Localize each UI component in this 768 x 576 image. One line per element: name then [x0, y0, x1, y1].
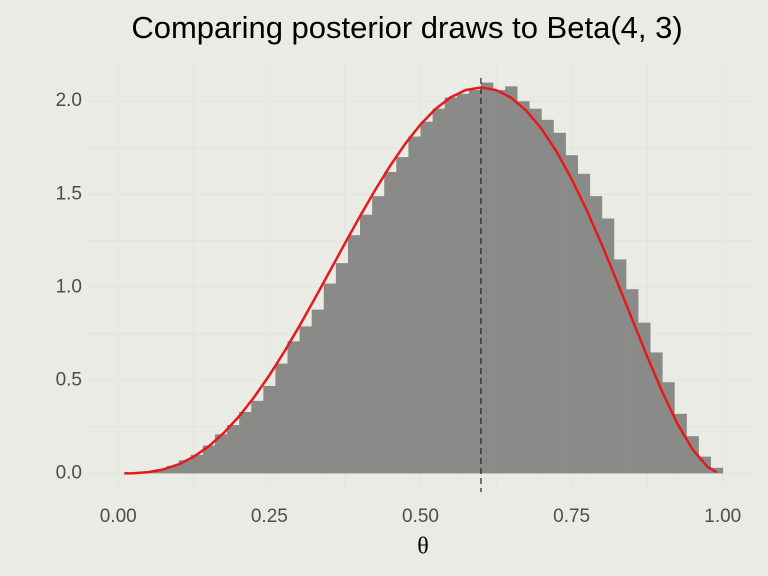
histogram-bar [710, 467, 724, 474]
histogram-bar [517, 101, 530, 474]
histogram-bar [275, 363, 288, 474]
histogram-bar [239, 411, 252, 474]
y-tick-label: 2.0 [56, 90, 82, 111]
histogram-bar [384, 171, 397, 474]
y-tick-label: 1.5 [56, 183, 82, 204]
histogram-bar [360, 214, 373, 474]
x-tick-label: 0.75 [553, 506, 590, 527]
density-curve [124, 86, 718, 475]
histogram-bar [613, 259, 627, 474]
histogram-bar [662, 382, 675, 474]
histogram-bar [626, 289, 639, 474]
x-tick-label: 0.50 [402, 506, 439, 527]
y-tick-label: 1.0 [56, 276, 82, 297]
y-tick-label: 0.0 [56, 462, 82, 483]
histogram-bar [589, 196, 603, 474]
x-tick-label: 0.25 [251, 506, 288, 527]
histogram-bar [154, 469, 167, 474]
histogram-bar [553, 132, 566, 474]
histogram-bar [432, 108, 445, 474]
histogram-bar [601, 218, 615, 474]
histogram-bar [674, 413, 687, 474]
histogram-bar [335, 263, 349, 474]
histogram-bar [202, 445, 216, 474]
histogram-bar [565, 155, 578, 474]
histogram-bar [444, 97, 458, 474]
chart-title: Comparing posterior draws to Beta(4, 3) [131, 10, 682, 45]
histogram-bar [529, 108, 542, 474]
histogram-bar [480, 82, 494, 474]
histogram-bar [372, 196, 385, 474]
histogram-bar [287, 341, 300, 474]
histogram-bar [408, 136, 421, 474]
histogram-bar [299, 326, 312, 474]
histogram-bar [251, 400, 264, 474]
histogram-bar [323, 283, 337, 474]
histogram-bar [420, 121, 433, 474]
x-tick-label: 1.00 [704, 506, 741, 527]
histogram-bar [468, 90, 482, 474]
histogram-bar [263, 385, 276, 474]
histogram-bar [311, 309, 325, 474]
histogram-bar [214, 434, 228, 474]
histogram-bar [638, 322, 651, 474]
histogram-bar [227, 425, 240, 474]
x-axis-label: θ [417, 534, 429, 560]
histogram-bar [493, 90, 506, 474]
histogram-bar [577, 173, 591, 474]
histogram-bar [190, 454, 204, 474]
histogram-bar [541, 119, 554, 474]
histogram-bar [505, 86, 518, 474]
y-tick-label: 0.5 [56, 369, 82, 390]
histogram-bar [347, 235, 361, 474]
x-tick-label: 0.00 [100, 506, 137, 527]
histogram-bar [396, 157, 409, 474]
histogram-bar [456, 93, 470, 474]
histogram-bar [166, 465, 179, 474]
